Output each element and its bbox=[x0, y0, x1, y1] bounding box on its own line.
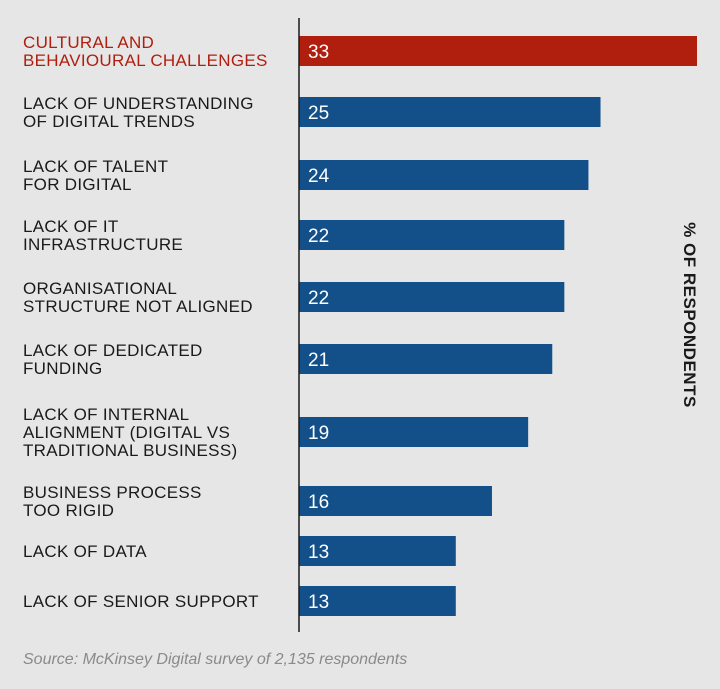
bar bbox=[299, 486, 492, 516]
category-label: INFRASTRUCTURE bbox=[23, 235, 183, 254]
bar-value-label: 24 bbox=[308, 166, 330, 187]
category-label: STRUCTURE NOT ALIGNED bbox=[23, 297, 253, 316]
category-label: TRADITIONAL BUSINESS) bbox=[23, 441, 237, 460]
bar-value-label: 33 bbox=[308, 42, 329, 63]
bar-value-label: 25 bbox=[308, 103, 329, 124]
bar-value-label: 13 bbox=[308, 592, 329, 613]
category-label: LACK OF IT bbox=[23, 217, 119, 236]
category-label: OF DIGITAL TRENDS bbox=[23, 112, 195, 131]
bar bbox=[299, 36, 697, 66]
bar bbox=[299, 417, 529, 447]
bar bbox=[299, 220, 565, 250]
category-label: FUNDING bbox=[23, 359, 103, 378]
source-note: Source: McKinsey Digital survey of 2,135… bbox=[23, 651, 408, 668]
category-label: LACK OF INTERNAL bbox=[23, 405, 189, 424]
category-label: ALIGNMENT (DIGITAL VS bbox=[23, 423, 230, 442]
category-label: LACK OF SENIOR SUPPORT bbox=[23, 592, 259, 611]
category-label: BUSINESS PROCESS bbox=[23, 483, 202, 502]
bar-value-label: 16 bbox=[308, 492, 329, 513]
category-label: LACK OF UNDERSTANDING bbox=[23, 94, 254, 113]
category-label: LACK OF DEDICATED bbox=[23, 341, 203, 360]
bar-value-label: 22 bbox=[308, 288, 329, 309]
bar bbox=[299, 160, 589, 190]
category-label: FOR DIGITAL bbox=[23, 175, 132, 194]
category-label: CULTURAL AND bbox=[23, 33, 154, 52]
bar bbox=[299, 344, 553, 374]
bar-value-label: 21 bbox=[308, 350, 329, 371]
axis-title: % OF RESPONDENTS bbox=[680, 222, 699, 408]
category-label: TOO RIGID bbox=[23, 501, 114, 520]
category-label: LACK OF TALENT bbox=[23, 157, 168, 176]
bar bbox=[299, 536, 456, 566]
category-label: LACK OF DATA bbox=[23, 542, 147, 561]
bar-value-label: 22 bbox=[308, 226, 329, 247]
bar-value-label: 19 bbox=[308, 423, 329, 444]
category-label: ORGANISATIONAL bbox=[23, 279, 177, 298]
bar bbox=[299, 586, 456, 616]
bar bbox=[299, 97, 601, 127]
category-label: BEHAVIOURAL CHALLENGES bbox=[23, 51, 268, 70]
bar-value-label: 13 bbox=[308, 542, 329, 563]
bar bbox=[299, 282, 565, 312]
